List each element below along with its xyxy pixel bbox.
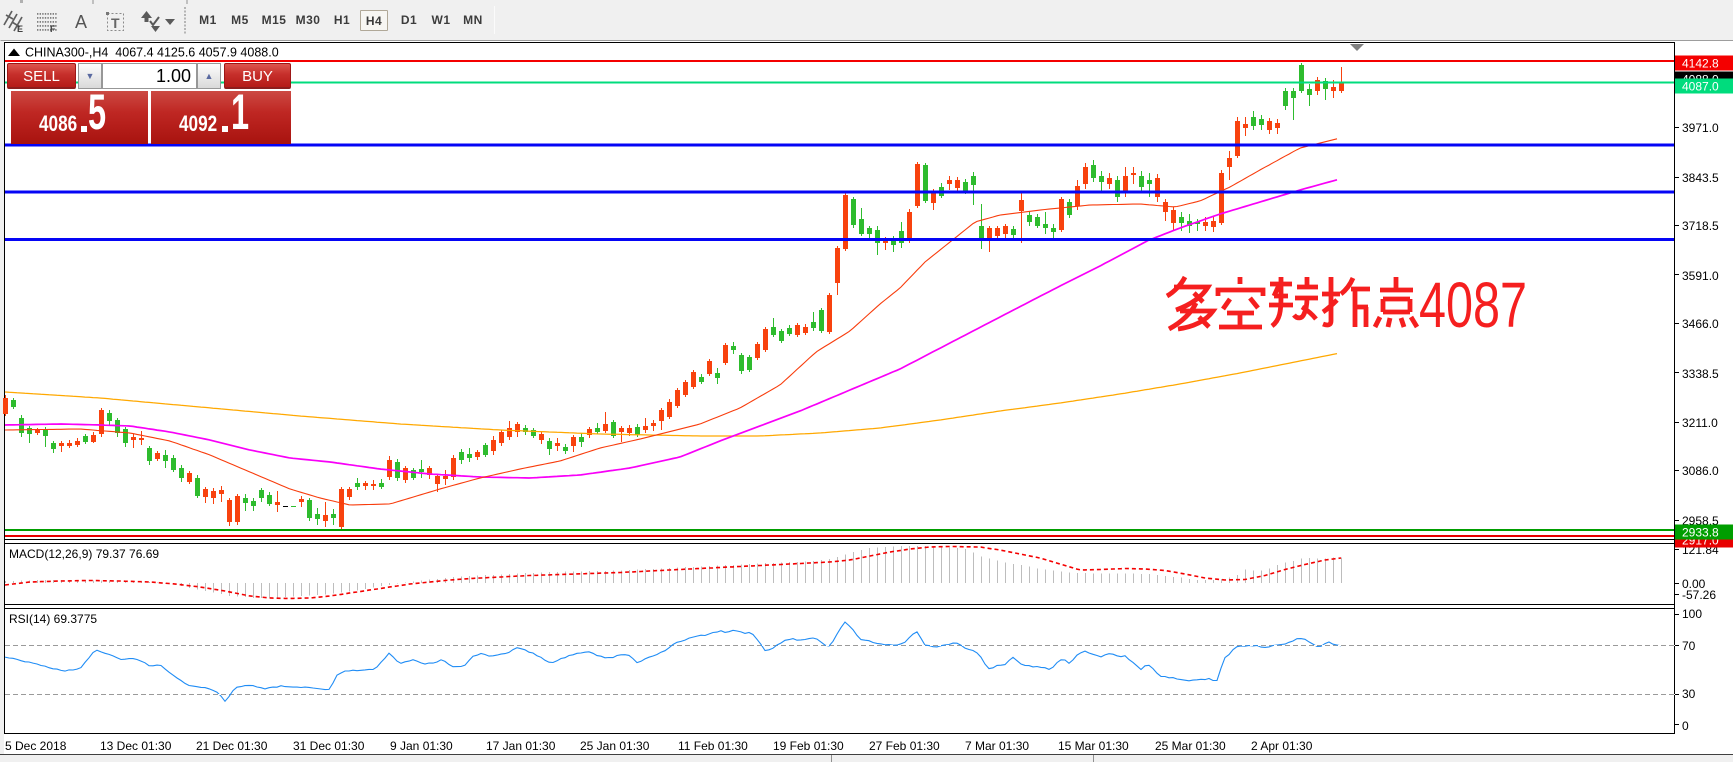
svg-text:7 Mar 01:30: 7 Mar 01:30 [965,739,1029,753]
svg-text:25 Mar 01:30: 25 Mar 01:30 [1155,739,1226,753]
svg-text:4142.8: 4142.8 [1682,57,1719,71]
svg-text:F: F [50,24,56,34]
svg-text:27 Feb 01:30: 27 Feb 01:30 [869,739,940,753]
svg-text:MACD(12,26,9) 79.37 76.69: MACD(12,26,9) 79.37 76.69 [9,547,159,561]
svg-text:3591.0: 3591.0 [1682,269,1719,283]
svg-text:9 Jan 01:30: 9 Jan 01:30 [390,739,453,753]
svg-text:-57.26: -57.26 [1682,588,1716,602]
svg-text:0.00: 0.00 [1682,577,1706,591]
svg-text:30: 30 [1682,687,1696,701]
svg-text:0: 0 [1682,719,1689,733]
svg-text:70: 70 [1682,639,1696,653]
svg-text:RSI(14) 69.3775: RSI(14) 69.3775 [9,612,97,626]
svg-text:3338.5: 3338.5 [1682,367,1719,381]
svg-text:100: 100 [1682,607,1702,621]
svg-text:17 Jan 01:30: 17 Jan 01:30 [486,739,556,753]
svg-text:13 Dec 01:30: 13 Dec 01:30 [100,739,172,753]
svg-text:3211.0: 3211.0 [1682,416,1718,430]
svg-text:21 Dec 01:30: 21 Dec 01:30 [196,739,268,753]
svg-text:3466.0: 3466.0 [1682,317,1719,331]
svg-text:3843.5: 3843.5 [1682,171,1719,185]
svg-text:3086.0: 3086.0 [1682,464,1719,478]
svg-text:25 Jan 01:30: 25 Jan 01:30 [580,739,650,753]
svg-text:E: E [17,24,23,34]
svg-text:19 Feb 01:30: 19 Feb 01:30 [773,739,844,753]
svg-text:T: T [111,15,120,31]
svg-text:3718.5: 3718.5 [1682,219,1719,233]
svg-text:2933.8: 2933.8 [1682,526,1719,540]
svg-text:11 Feb 01:30: 11 Feb 01:30 [678,739,748,753]
svg-text:4087.0: 4087.0 [1682,80,1719,94]
svg-text:2 Apr 01:30: 2 Apr 01:30 [1251,739,1313,753]
svg-text:5 Dec 2018: 5 Dec 2018 [5,739,67,753]
svg-text:A: A [75,12,87,32]
svg-text:CHINA300-,H4 4067.4 4125.6 40: CHINA300-,H4 4067.4 4125.6 4057.9 4088.0 [25,46,279,60]
svg-text:15 Mar 01:30: 15 Mar 01:30 [1058,739,1129,753]
svg-text:3971.0: 3971.0 [1682,121,1719,135]
svg-text:31 Dec 01:30: 31 Dec 01:30 [293,739,365,753]
svg-text:4087: 4087 [1419,269,1527,341]
